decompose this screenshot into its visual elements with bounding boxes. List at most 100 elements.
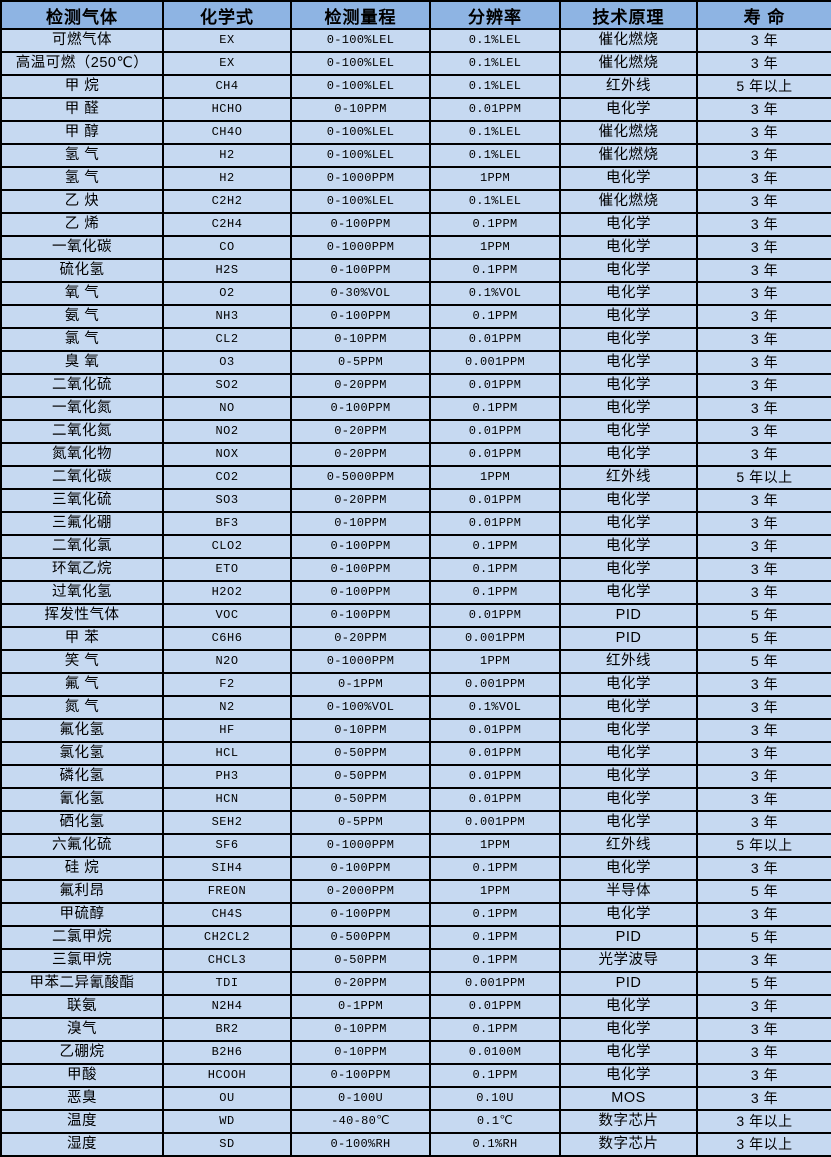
cell-resolution: 0.1%LEL	[429, 51, 561, 76]
cell-gas: 三氧化硫	[0, 488, 164, 513]
cell-range: 0-50PPM	[290, 948, 431, 973]
cell-formula: B2H6	[162, 1040, 292, 1065]
cell-lifespan: 3 年以上	[696, 1109, 831, 1134]
table-row: 氧 气 O2 0-30%VOL 0.1%VOL 电化学 3 年	[0, 281, 831, 306]
cell-technology: 催化燃烧	[559, 143, 698, 168]
cell-formula: VOC	[162, 603, 292, 628]
cell-formula: CH4	[162, 74, 292, 99]
cell-resolution: 0.01PPM	[429, 442, 561, 467]
cell-technology: 电化学	[559, 1063, 698, 1088]
cell-technology: 电化学	[559, 235, 698, 260]
cell-technology: 电化学	[559, 856, 698, 881]
table-row: 挥发性气体 VOC 0-100PPM 0.01PPM PID 5 年	[0, 603, 831, 628]
cell-range: -40-80℃	[290, 1109, 431, 1134]
column-header-resolution: 分辨率	[429, 0, 561, 30]
cell-gas: 乙 炔	[0, 189, 164, 214]
cell-formula: C6H6	[162, 626, 292, 651]
cell-technology: 电化学	[559, 212, 698, 237]
cell-range: 0-50PPM	[290, 741, 431, 766]
cell-resolution: 0.1%VOL	[429, 281, 561, 306]
cell-lifespan: 5 年以上	[696, 465, 831, 490]
cell-formula: EX	[162, 51, 292, 76]
cell-technology: 电化学	[559, 718, 698, 743]
table-body: 可燃气体 EX 0-100%LEL 0.1%LEL 催化燃烧 3 年高温可燃（250℃） E…	[0, 28, 831, 1157]
cell-lifespan: 3 年	[696, 741, 831, 766]
cell-range: 0-100PPM	[290, 212, 431, 237]
cell-formula: NO	[162, 396, 292, 421]
cell-gas: 高温可燃（250℃）	[0, 51, 164, 76]
cell-technology: 电化学	[559, 994, 698, 1019]
column-header-technology: 技术原理	[559, 0, 698, 30]
table-row: 甲 醛 HCHO 0-10PPM 0.01PPM 电化学 3 年	[0, 97, 831, 122]
table-row: 氨 气 NH3 0-100PPM 0.1PPM 电化学 3 年	[0, 304, 831, 329]
cell-lifespan: 3 年	[696, 948, 831, 973]
cell-technology: 电化学	[559, 304, 698, 329]
cell-range: 0-100PPM	[290, 557, 431, 582]
cell-range: 0-10PPM	[290, 1017, 431, 1042]
cell-resolution: 0.01PPM	[429, 373, 561, 398]
cell-resolution: 0.1PPM	[429, 580, 561, 605]
cell-lifespan: 3 年	[696, 442, 831, 467]
cell-range: 0-100PPM	[290, 603, 431, 628]
cell-range: 0-1000PPM	[290, 833, 431, 858]
cell-gas: 乙 烯	[0, 212, 164, 237]
cell-gas: 甲 苯	[0, 626, 164, 651]
cell-technology: 电化学	[559, 580, 698, 605]
cell-lifespan: 3 年	[696, 810, 831, 835]
table-row: 湿度 SD 0-100%RH 0.1%RH 数字芯片 3 年以上	[0, 1132, 831, 1157]
cell-range: 0-20PPM	[290, 626, 431, 651]
cell-formula: HCHO	[162, 97, 292, 122]
cell-formula: NOX	[162, 442, 292, 467]
column-header-gas: 检测气体	[0, 0, 164, 30]
cell-resolution: 0.1%LEL	[429, 120, 561, 145]
table-row: 恶臭 OU 0-100U 0.10U MOS 3 年	[0, 1086, 831, 1111]
cell-range: 0-100%LEL	[290, 143, 431, 168]
cell-lifespan: 3 年	[696, 902, 831, 927]
cell-lifespan: 5 年	[696, 879, 831, 904]
table-row: 硒化氢 SEH2 0-5PPM 0.001PPM 电化学 3 年	[0, 810, 831, 835]
cell-formula: N2	[162, 695, 292, 720]
cell-lifespan: 3 年	[696, 97, 831, 122]
table-row: 三氯甲烷 CHCL3 0-50PPM 0.1PPM 光学波导 3 年	[0, 948, 831, 973]
cell-formula: CO	[162, 235, 292, 260]
cell-lifespan: 3 年	[696, 281, 831, 306]
cell-resolution: 0.01PPM	[429, 764, 561, 789]
cell-formula: H2O2	[162, 580, 292, 605]
cell-technology: 电化学	[559, 488, 698, 513]
cell-technology: 电化学	[559, 557, 698, 582]
cell-lifespan: 3 年	[696, 856, 831, 881]
cell-formula: CHCL3	[162, 948, 292, 973]
cell-technology: PID	[559, 626, 698, 651]
cell-formula: N2H4	[162, 994, 292, 1019]
cell-resolution: 0.1%LEL	[429, 28, 561, 53]
cell-technology: 电化学	[559, 764, 698, 789]
cell-formula: SIH4	[162, 856, 292, 881]
cell-technology: 电化学	[559, 396, 698, 421]
cell-range: 0-100PPM	[290, 258, 431, 283]
cell-gas: 乙硼烷	[0, 1040, 164, 1065]
cell-gas: 氟利昂	[0, 879, 164, 904]
cell-gas: 氰化氢	[0, 787, 164, 812]
cell-lifespan: 3 年	[696, 28, 831, 53]
cell-gas: 温度	[0, 1109, 164, 1134]
table-row: 甲硫醇 CH4S 0-100PPM 0.1PPM 电化学 3 年	[0, 902, 831, 927]
table-row: 二氯甲烷 CH2CL2 0-500PPM 0.1PPM PID 5 年	[0, 925, 831, 950]
table-row: 环氧乙烷 ETO 0-100PPM 0.1PPM 电化学 3 年	[0, 557, 831, 582]
cell-technology: 电化学	[559, 373, 698, 398]
cell-formula: C2H2	[162, 189, 292, 214]
cell-resolution: 0.1%LEL	[429, 189, 561, 214]
table-row: 一氧化碳 CO 0-1000PPM 1PPM 电化学 3 年	[0, 235, 831, 260]
table-row: 乙 炔 C2H2 0-100%LEL 0.1%LEL 催化燃烧 3 年	[0, 189, 831, 214]
cell-range: 0-100%LEL	[290, 28, 431, 53]
cell-resolution: 0.1PPM	[429, 557, 561, 582]
cell-technology: 红外线	[559, 833, 698, 858]
cell-range: 0-100PPM	[290, 1063, 431, 1088]
cell-gas: 甲硫醇	[0, 902, 164, 927]
cell-range: 0-1000PPM	[290, 649, 431, 674]
cell-formula: CH2CL2	[162, 925, 292, 950]
table-row: 联氨 N2H4 0-1PPM 0.01PPM 电化学 3 年	[0, 994, 831, 1019]
cell-formula: TDI	[162, 971, 292, 996]
cell-range: 0-10PPM	[290, 1040, 431, 1065]
table-row: 一氧化氮 NO 0-100PPM 0.1PPM 电化学 3 年	[0, 396, 831, 421]
